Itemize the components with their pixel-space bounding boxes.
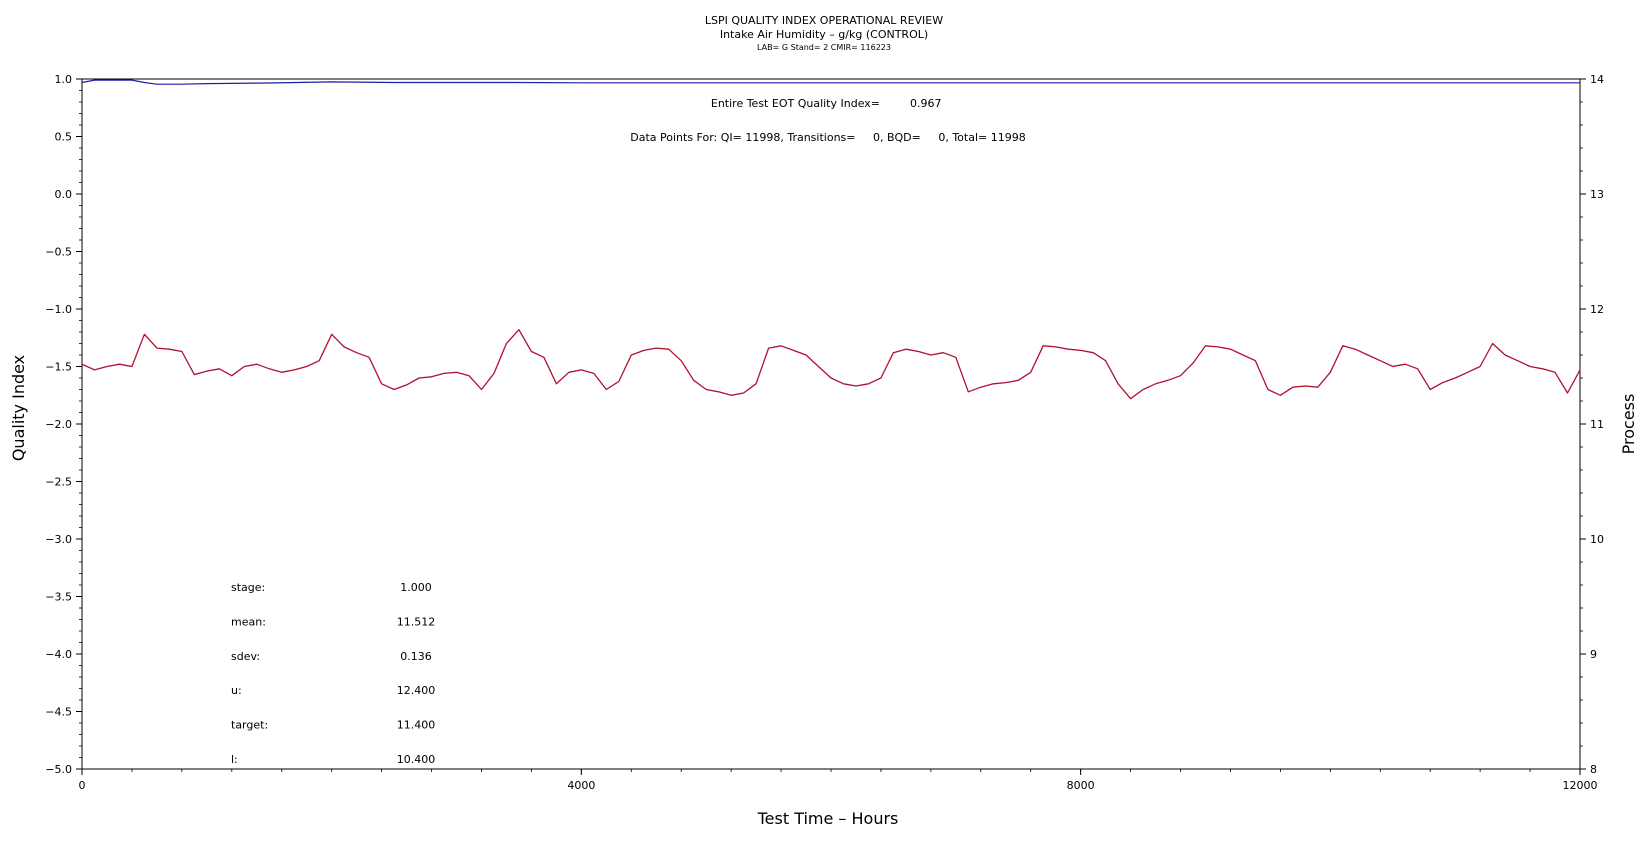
annotations-group: Entire Test EOT Quality Index= 0.967 Dat… [630,97,1025,144]
y2-tick-label: 14 [1590,73,1604,86]
x-tick-label: 0 [79,779,86,792]
y-tick-label: −2.5 [45,476,72,489]
y-tick-label: −3.5 [45,591,72,604]
quality-index-series-line [81,79,1580,85]
y-tick-label: −2.0 [45,418,72,431]
chart-title-block: LSPI QUALITY INDEX OPERATIONAL REVIEW In… [0,14,1648,53]
data-points-line: Data Points For: QI= 11998, Transitions=… [630,131,1025,144]
y-tick-label: −0.5 [45,246,72,259]
process-series-line [81,329,1581,400]
y-tick-label: −3.0 [45,533,72,546]
eot-value: 0.967 [910,97,942,110]
stat-value: 1.000 [400,581,432,594]
stat-value: 11.512 [397,615,436,628]
stat-label: target: [231,719,268,732]
y2-tick-label: 12 [1590,303,1604,316]
y2-tick-label: 11 [1590,418,1604,431]
y2-tick-label: 10 [1590,533,1604,546]
y2-tick-label: 8 [1590,763,1597,776]
stat-value: 11.400 [397,719,436,732]
chart-subtitle: Intake Air Humidity – g/kg (CONTROL) [719,28,929,41]
x-tick-label: 12000 [1563,779,1598,792]
x-tick-label: 8000 [1067,779,1095,792]
stat-value: 12.400 [397,684,436,697]
stats-panel: stage: 1.000 mean: 11.512 sdev: 0.136 u: 12.400… [231,581,435,766]
eot-label: Entire Test EOT Quality Index= [711,97,880,110]
y-tick-label: −5.0 [45,763,72,776]
x-axis-label: Test Time – Hours [757,809,899,828]
y-tick-label: 0.5 [55,131,73,144]
y-tick-label: 1.0 [55,73,73,86]
y2-tick-label: 13 [1590,188,1604,201]
y-axis-label: Quality Index [9,355,28,461]
y2-axis-label: Process [1619,394,1638,455]
stat-value: 0.136 [400,650,432,663]
chart-title: LSPI QUALITY INDEX OPERATIONAL REVIEW [704,14,944,27]
y-tick-label: 0.0 [55,188,73,201]
y-tick-label: −4.5 [45,706,72,719]
chart-subtitle-2: LAB= G Stand= 2 CMIR= 116223 [757,43,891,52]
y-tick-label: −4.0 [45,648,72,661]
plot-frame [81,78,1581,770]
stat-label: mean: [231,615,266,628]
y-tick-label: −1.0 [45,303,72,316]
stat-label: l: [231,753,238,766]
axes-group: 1.0 0.5 0.0 −0.5 −1.0 −1.5 −2.0 −2.5 −3.0 −3.5 −4.… [45,73,1604,792]
series-group [81,79,1581,400]
stat-label: stage: [231,581,265,594]
y-tick-label: −1.5 [45,361,72,374]
stat-label: sdev: [231,650,260,663]
stat-label: u: [231,684,242,697]
x-tick-label: 4000 [567,779,595,792]
stat-value: 10.400 [397,753,436,766]
y2-tick-label: 9 [1590,648,1597,661]
